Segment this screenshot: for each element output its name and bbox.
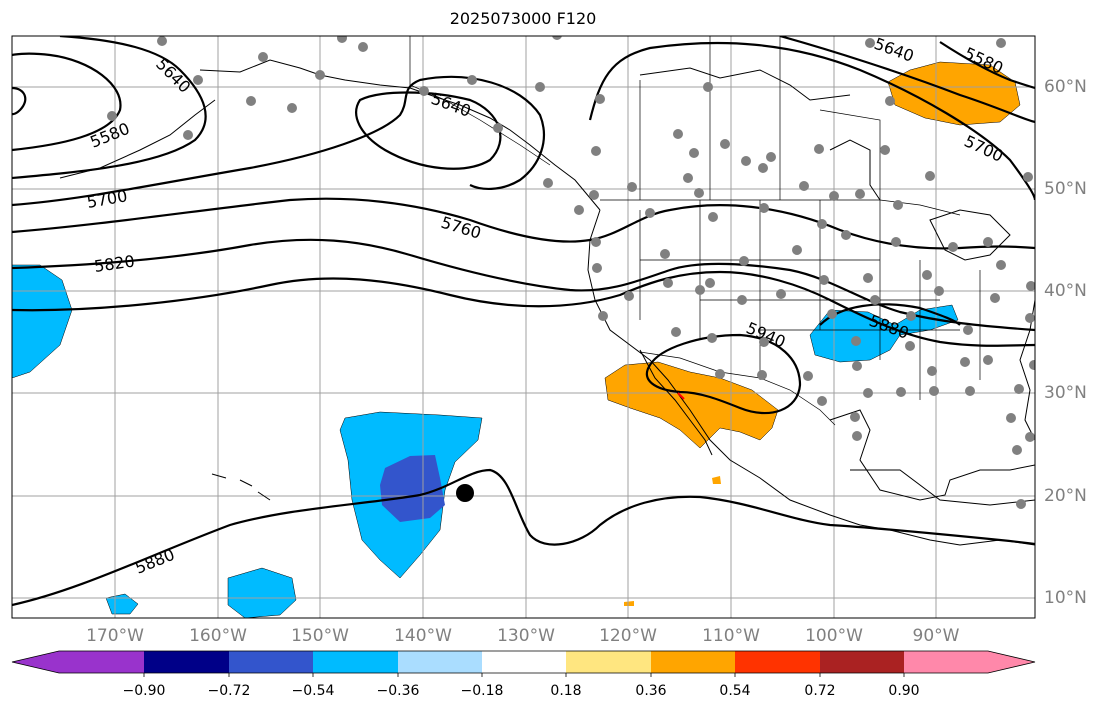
latitude-label: 40°N <box>1044 281 1087 301</box>
colorbar-segment <box>904 651 988 673</box>
latitude-label: 60°N <box>1044 77 1087 97</box>
colorbar-segment <box>313 651 398 673</box>
baja-coast <box>639 349 713 456</box>
longitude-label: 90°W <box>912 626 960 646</box>
west-coast-na <box>587 209 1035 546</box>
longitude-label: 120°W <box>599 626 657 646</box>
longitude-label: 170°W <box>86 626 144 646</box>
latitude-label: 20°N <box>1044 486 1087 506</box>
latitude-label: 30°N <box>1044 383 1087 403</box>
contour-5880-north <box>12 270 1035 347</box>
colorbar-segment <box>651 651 735 673</box>
gulf-coast <box>829 409 1035 501</box>
colorbar-tick-label: −0.18 <box>460 683 504 699</box>
latitude-label: 50°N <box>1044 179 1087 199</box>
contour-5640-west <box>12 36 207 180</box>
negative-anomaly-small-1 <box>227 567 297 618</box>
colorbar-tick-label: −0.54 <box>291 683 335 699</box>
state-lines <box>639 200 981 400</box>
longitude-label: 110°W <box>702 626 760 646</box>
alaska-coast <box>199 59 601 211</box>
positive-anomaly-small-baja <box>712 476 721 484</box>
contour-5700-northeast <box>588 41 1035 201</box>
positive-anomaly-small-south <box>624 601 634 606</box>
colorbar-tick-label: −0.90 <box>122 683 166 699</box>
red-marker <box>677 392 685 400</box>
great-lakes <box>929 209 1011 261</box>
strong-negative-anomaly-central-pacific <box>380 455 445 522</box>
colorbar-left-extend <box>12 651 59 673</box>
colorbar-tick-label: 0.72 <box>804 683 836 699</box>
colorbar-tick-label: 0.18 <box>550 683 582 699</box>
longitude-label: 160°W <box>189 626 247 646</box>
arctic-coast <box>639 67 851 101</box>
colorbar-segment <box>482 651 566 673</box>
negative-anomaly-southern-plains <box>809 304 959 363</box>
longitude-label: 150°W <box>291 626 349 646</box>
colorbar-segment <box>820 651 904 673</box>
contour-5580-west <box>12 52 122 152</box>
east-coast <box>1019 299 1035 441</box>
station-dots <box>107 36 1035 509</box>
longitude-label: 130°W <box>497 626 555 646</box>
alaska-border <box>409 36 551 166</box>
contour-5640-northeast <box>779 36 1035 124</box>
storm-center-marker <box>456 484 474 502</box>
colorbar-segment <box>735 651 820 673</box>
contour-5880-south <box>12 468 1035 607</box>
colorbar-segment <box>144 651 229 673</box>
colorbar-segment <box>566 651 651 673</box>
colorbar-segment <box>59 651 144 673</box>
contour-5580-inner <box>12 86 27 116</box>
longitude-label: 100°W <box>805 626 863 646</box>
canada-provinces <box>639 36 881 200</box>
map-frame <box>11 35 1036 619</box>
negative-anomaly-small-2 <box>105 593 139 615</box>
coastlines <box>59 59 1035 546</box>
hudson-bay <box>829 139 881 201</box>
colorbar-tick-label: 0.90 <box>888 683 920 699</box>
colorbar-segment <box>229 651 313 673</box>
latitude-label: 10°N <box>1044 588 1087 608</box>
contour-5580-northeast <box>939 41 1035 90</box>
colorbar-right-extend <box>988 651 1035 673</box>
map-title: 2025073000 F120 <box>449 9 597 28</box>
political-borders <box>409 36 981 426</box>
contour-5880-southern-plains <box>819 303 961 326</box>
hawaii-islands <box>211 473 271 501</box>
colorbar-segment <box>398 651 482 673</box>
longitude-label: 140°W <box>394 626 452 646</box>
colorbar-tick-label: −0.72 <box>207 683 251 699</box>
mexico-coast <box>850 469 1035 506</box>
contour-5700 <box>12 75 545 207</box>
positive-anomaly-southwest <box>604 361 779 449</box>
colorbar-tick-label: 0.54 <box>719 683 751 699</box>
colorbar-tick-label: −0.36 <box>376 683 420 699</box>
anomaly-shading <box>12 61 1021 618</box>
colorbar <box>11 650 1036 677</box>
colorbar-tick-label: 0.36 <box>635 683 667 699</box>
gridlines <box>12 36 1035 618</box>
